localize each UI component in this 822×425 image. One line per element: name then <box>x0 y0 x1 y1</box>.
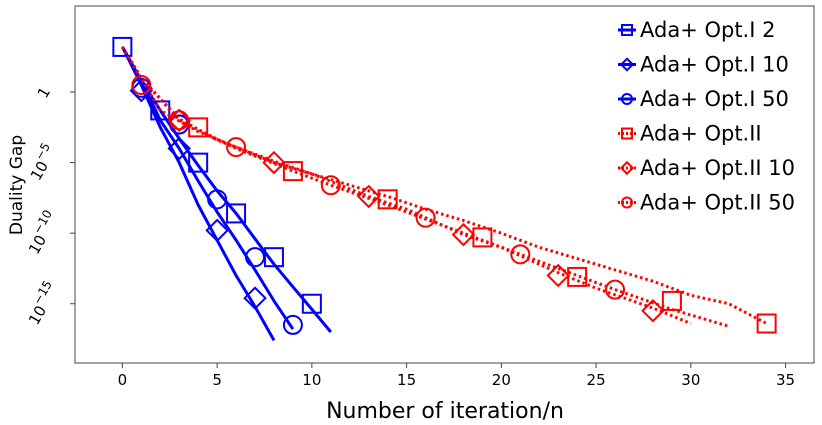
legend-label: Ada+ Opt.I 10 <box>640 53 789 77</box>
series-line <box>121 46 276 342</box>
data-point-diamond <box>641 299 665 323</box>
data-point-circle <box>131 75 152 96</box>
data-point-diamond <box>129 78 154 103</box>
data-point-diamond <box>262 150 286 175</box>
data-point-circle <box>320 175 341 196</box>
legend-label: Ada+ Opt.I 50 <box>640 87 789 111</box>
legend-marker-circle <box>621 196 633 209</box>
y-axis-title: Duality Gap <box>7 135 27 235</box>
x-tick-label: 0 <box>118 371 128 389</box>
data-point-square <box>661 290 682 311</box>
x-axis-title: Number of iteration/n <box>326 399 564 424</box>
legend-entry: Ada+ Opt.II <box>618 122 762 146</box>
data-point-square <box>112 36 133 57</box>
data-point-square <box>377 189 398 210</box>
legend-entry: Ada+ Opt.II 50 <box>618 191 795 215</box>
x-tick-label: 5 <box>212 371 222 389</box>
legend-entry: Ada+ Opt.I 2 <box>618 18 775 42</box>
legend-entry: Ada+ Opt.II 10 <box>618 156 795 180</box>
legend-label: Ada+ Opt.I 2 <box>640 18 775 42</box>
legend-marker-diamond <box>619 57 635 72</box>
data-point-diamond <box>205 218 229 243</box>
legend-entry: Ada+ Opt.I 10 <box>618 53 789 77</box>
legend: Ada+ Opt.I 2 Ada+ Opt.I 10 Ada+ Opt.I 50 Ad… <box>618 18 795 215</box>
data-point-circle <box>245 247 266 268</box>
data-point-circle <box>605 279 626 300</box>
data-point-circle <box>415 207 436 228</box>
legend-label: Ada+ Opt.II <box>640 122 762 146</box>
data-point-circle <box>169 110 190 131</box>
plot-frame <box>74 5 815 364</box>
data-point-circle <box>207 189 228 210</box>
legend-marker-circle <box>621 93 633 105</box>
x-tick-label: 30 <box>681 371 700 389</box>
data-point-square <box>188 117 209 138</box>
series-layer <box>112 36 777 342</box>
x-tick-label: 15 <box>397 371 416 389</box>
data-point-square <box>472 227 493 248</box>
x-tick-label: 20 <box>492 371 511 389</box>
legend-marker-diamond <box>619 160 635 176</box>
legend-label: Ada+ Opt.II 10 <box>640 156 795 180</box>
data-point-square <box>756 313 777 334</box>
x-tick-label: 10 <box>302 371 321 389</box>
data-point-diamond <box>167 136 191 161</box>
series-2 <box>121 46 276 342</box>
data-point-diamond <box>167 108 191 133</box>
x-tick-label: 25 <box>587 371 606 389</box>
x-tick-label: 35 <box>776 371 795 389</box>
data-point-square <box>301 293 322 314</box>
data-point-circle <box>282 314 303 335</box>
legend-marker-square <box>621 127 633 140</box>
x-axis-ticks: 0 5 10 15 20 25 30 35 <box>118 363 795 389</box>
series-6 <box>121 46 730 328</box>
legend-label: Ada+ Opt.II 50 <box>640 191 795 215</box>
data-point-circle <box>226 137 247 158</box>
data-point-diamond <box>356 184 381 209</box>
data-point-diamond <box>243 286 267 310</box>
legend-marker-square <box>621 24 633 36</box>
data-point-square <box>226 203 247 224</box>
legend-entry: Ada+ Opt.I 50 <box>618 87 789 111</box>
data-point-circle <box>510 244 531 265</box>
